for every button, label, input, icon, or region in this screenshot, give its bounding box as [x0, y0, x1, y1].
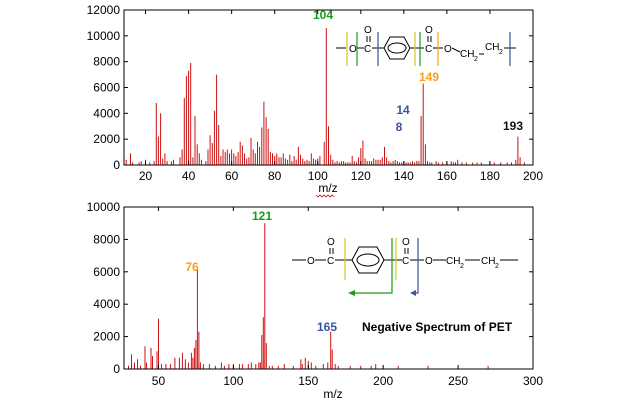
- atom-label: O: [425, 25, 433, 36]
- y-tick-label: 10000: [87, 200, 121, 214]
- atom-label: O: [349, 44, 357, 55]
- atom-label: 2: [495, 263, 499, 270]
- fragment-arrow-green-head: [348, 290, 355, 296]
- y-tick-label: 0: [113, 362, 120, 376]
- atom-label: C: [425, 44, 432, 55]
- spectrum-annotation: Negative Spectrum of PET: [362, 320, 513, 334]
- plot-frame-bottom: [123, 206, 534, 370]
- atom-label: O: [444, 44, 452, 55]
- y-tick-label: 2000: [93, 330, 120, 344]
- y-tick-label: 6000: [93, 265, 120, 279]
- benzene-ring-inner: [387, 42, 407, 54]
- y-tick-label: 2000: [93, 132, 120, 146]
- x-tick-label: 50: [152, 374, 166, 388]
- axis-ticks-top: 20 40 60 80 100 120 140 160 180 20002000400060008…: [87, 3, 544, 183]
- fragment-arrow-blue-head: [410, 290, 416, 296]
- pet-structure-top: O C O C O O CH 2 CH 2: [336, 25, 516, 66]
- atom-label: CH: [481, 256, 495, 267]
- x-axis-label-bottom: m/z: [323, 387, 342, 401]
- y-tick-label: 12000: [87, 3, 121, 17]
- y-tick-label: 6000: [93, 81, 120, 95]
- y-tick-label: 8000: [93, 55, 120, 69]
- x-tick-label: 100: [223, 374, 243, 388]
- y-tick-label: 0: [113, 158, 120, 172]
- x-tick-label: 140: [394, 169, 414, 183]
- x-tick-label: 180: [480, 169, 500, 183]
- x-tick-label: 300: [523, 374, 543, 388]
- spectrum-panel-top: 20 40 60 80 100 120 140 160 180 20002000400060008…: [87, 3, 544, 198]
- spectrum-panel-bottom: 50 100 150 200 250 3000200040006000800010000 …: [87, 200, 544, 401]
- peak-label: 121: [252, 209, 272, 223]
- x-tick-label: 60: [225, 169, 239, 183]
- atom-label: O: [327, 237, 335, 248]
- y-tick-label: 4000: [93, 297, 120, 311]
- x-tick-label: 100: [308, 169, 328, 183]
- atom-label: C: [327, 256, 334, 267]
- peak-label: 193: [503, 119, 523, 133]
- atom-label: CH: [446, 256, 460, 267]
- atom-label: C: [402, 256, 409, 267]
- peak-label: 165: [317, 320, 337, 334]
- x-tick-label: 80: [268, 169, 282, 183]
- x-axis-label-top: m/z: [318, 181, 337, 195]
- atom-label: 2: [460, 263, 464, 270]
- x-tick-label: 200: [523, 169, 543, 183]
- bond: [451, 47, 461, 53]
- peak-label: 104: [313, 8, 333, 22]
- atom-label: 2: [499, 49, 503, 56]
- peak-label: 8: [396, 120, 403, 134]
- y-tick-label: 8000: [93, 232, 120, 246]
- atom-label: O: [307, 256, 315, 267]
- x-tick-label: 200: [373, 374, 393, 388]
- atom-label: O: [364, 25, 372, 36]
- x-tick-label: 150: [298, 374, 318, 388]
- axis-ticks-bottom: 50 100 150 200 250 300 0 2000 4000 6000 8000 10000: [87, 200, 544, 388]
- fragment-arrow-green: [352, 290, 393, 294]
- spell-underline: [315, 194, 335, 198]
- peak-label: 14: [396, 103, 410, 117]
- pet-structure-bottom: O C O C O O CH 2 CH 2: [292, 237, 518, 296]
- y-tick-label: 4000: [93, 106, 120, 120]
- atom-label: CH: [460, 49, 474, 60]
- peak-labels-top: 104 149 14 8 193: [313, 8, 523, 134]
- atom-label: C: [364, 44, 371, 55]
- x-tick-label: 120: [351, 169, 371, 183]
- x-tick-label: 250: [448, 374, 468, 388]
- peak-label: 76: [185, 260, 199, 274]
- peak-label: 149: [419, 70, 439, 84]
- peak-series-bottom: [128, 223, 489, 369]
- x-tick-label: 20: [139, 169, 153, 183]
- y-tick-label: 10000: [87, 29, 121, 43]
- atom-label: O: [402, 237, 410, 248]
- x-tick-label: 40: [182, 169, 196, 183]
- x-tick-label: 160: [437, 169, 457, 183]
- atom-label: CH: [485, 42, 499, 53]
- benzene-ring-inner: [356, 253, 380, 267]
- atom-label: O: [425, 256, 433, 267]
- peak-labels-bottom: 121 76 165: [185, 209, 337, 334]
- atom-label: 2: [474, 56, 478, 63]
